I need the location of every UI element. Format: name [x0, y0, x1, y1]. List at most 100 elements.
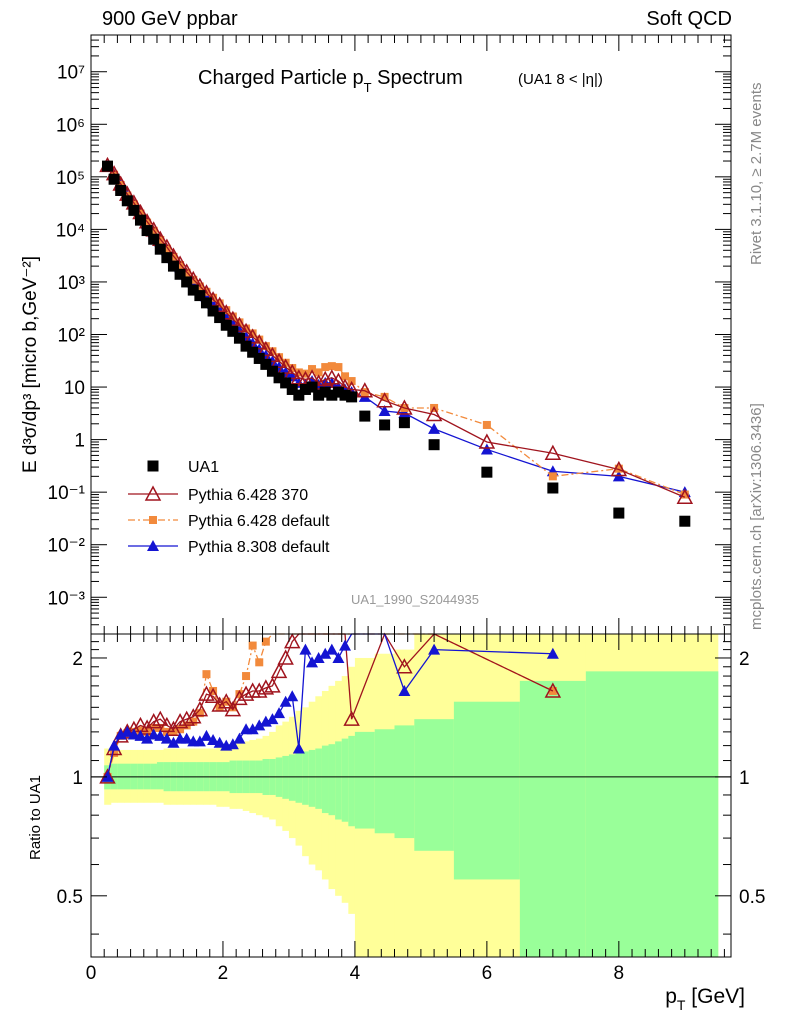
data-point: [266, 713, 279, 725]
data-point: [544, 682, 562, 698]
analysis-watermark: UA1_1990_S2044935: [351, 592, 479, 607]
inner-band: [335, 741, 343, 820]
data-point: [280, 377, 292, 389]
data-point: [614, 464, 623, 473]
inner-band: [321, 745, 330, 814]
data-point: [119, 723, 136, 739]
data-point: [428, 439, 440, 451]
data-point: [237, 322, 255, 339]
data-point: [308, 365, 317, 374]
data-point: [178, 710, 195, 726]
series-pythia-8-308-default: [101, 160, 691, 498]
ratio-series-pythia-8-308-default: [101, 633, 559, 782]
data-point: [275, 353, 284, 362]
data-point: [187, 284, 199, 296]
data-point: [356, 382, 374, 398]
data-point: [154, 243, 166, 255]
data-point: [176, 725, 185, 734]
y-tick-label: 10²: [58, 326, 85, 347]
data-point: [378, 405, 391, 417]
data-point: [321, 363, 330, 372]
series-ua1: [101, 160, 691, 527]
data-point: [204, 687, 222, 704]
y-tick-label: 1: [74, 431, 85, 452]
data-point: [339, 389, 351, 401]
data-point: [398, 407, 411, 419]
data-point: [266, 365, 278, 377]
data-point: [255, 658, 264, 667]
data-point: [327, 362, 336, 371]
data-point: [425, 405, 443, 422]
y-tick-label: 10: [64, 378, 85, 399]
data-point: [293, 389, 305, 401]
data-point: [250, 682, 268, 698]
data-point: [319, 386, 331, 398]
data-point: [334, 363, 343, 372]
data-point: [154, 729, 167, 741]
data-point: [134, 214, 146, 226]
source-text: mcplots.cern.ch [arXiv:1306.3436]: [748, 403, 765, 630]
data-point: [158, 716, 176, 733]
data-point: [101, 160, 113, 172]
legend-label: Pythia 8.308 default: [188, 539, 330, 556]
data-point: [141, 732, 154, 744]
legend-item: Pythia 6.428 370: [128, 485, 308, 504]
data-point: [277, 649, 294, 665]
data-point: [176, 261, 185, 270]
data-point: [260, 358, 272, 370]
data-point: [548, 472, 557, 481]
data-point: [181, 276, 193, 288]
data-point: [207, 733, 220, 745]
data-point: [145, 713, 162, 729]
data-point: [202, 670, 211, 679]
data-point: [162, 244, 171, 253]
x-tick-label: 0: [86, 963, 97, 984]
data-point: [676, 488, 694, 505]
data-point: [306, 656, 319, 668]
data-point: [482, 420, 491, 429]
data-point: [237, 685, 255, 701]
ratio-y-tick-label: 1: [72, 768, 83, 789]
data-point: [380, 392, 389, 401]
data-point: [376, 392, 393, 408]
data-point: [379, 419, 391, 431]
data-point: [191, 701, 209, 717]
data-point: [233, 732, 246, 744]
data-point: [161, 252, 173, 264]
data-point: [398, 417, 410, 429]
data-point: [306, 381, 318, 393]
inner-band: [354, 731, 376, 829]
data-point: [160, 732, 173, 744]
inner-band: [374, 729, 396, 834]
data-point: [101, 770, 114, 782]
data-point: [121, 725, 134, 737]
data-point: [264, 346, 281, 363]
header-right: Soft QCD: [646, 8, 732, 30]
inner-band: [394, 725, 415, 839]
x-tick-label: 8: [614, 963, 625, 984]
data-point: [299, 643, 312, 655]
legend-label: Pythia 6.428 default: [188, 513, 330, 530]
data-point: [129, 200, 138, 209]
data-point: [248, 329, 257, 338]
data-point: [264, 677, 281, 693]
y-axis-label: E d³σ/dp³ [micro b,GeV⁻²]: [20, 256, 41, 473]
data-point: [224, 310, 242, 327]
legend-marker: [149, 516, 157, 524]
data-point: [247, 346, 259, 358]
inner-band: [156, 762, 165, 790]
series-line: [106, 165, 686, 496]
data-point: [193, 735, 206, 747]
chart-title: Charged Particle pT Spectrum: [198, 67, 463, 95]
data-point: [180, 732, 193, 744]
ratio-y-tick-label-right: 1: [739, 768, 750, 789]
header-left: 900 GeV ppbar: [102, 8, 238, 30]
data-point: [214, 312, 226, 324]
inner-band: [328, 744, 336, 816]
data-point: [428, 422, 441, 434]
data-point: [148, 233, 160, 245]
rivet-version-text: Rivet 3.1.10, ≥ 2.7M events: [748, 83, 765, 266]
data-point: [248, 641, 257, 650]
data-point: [231, 316, 248, 332]
data-point: [544, 444, 562, 461]
